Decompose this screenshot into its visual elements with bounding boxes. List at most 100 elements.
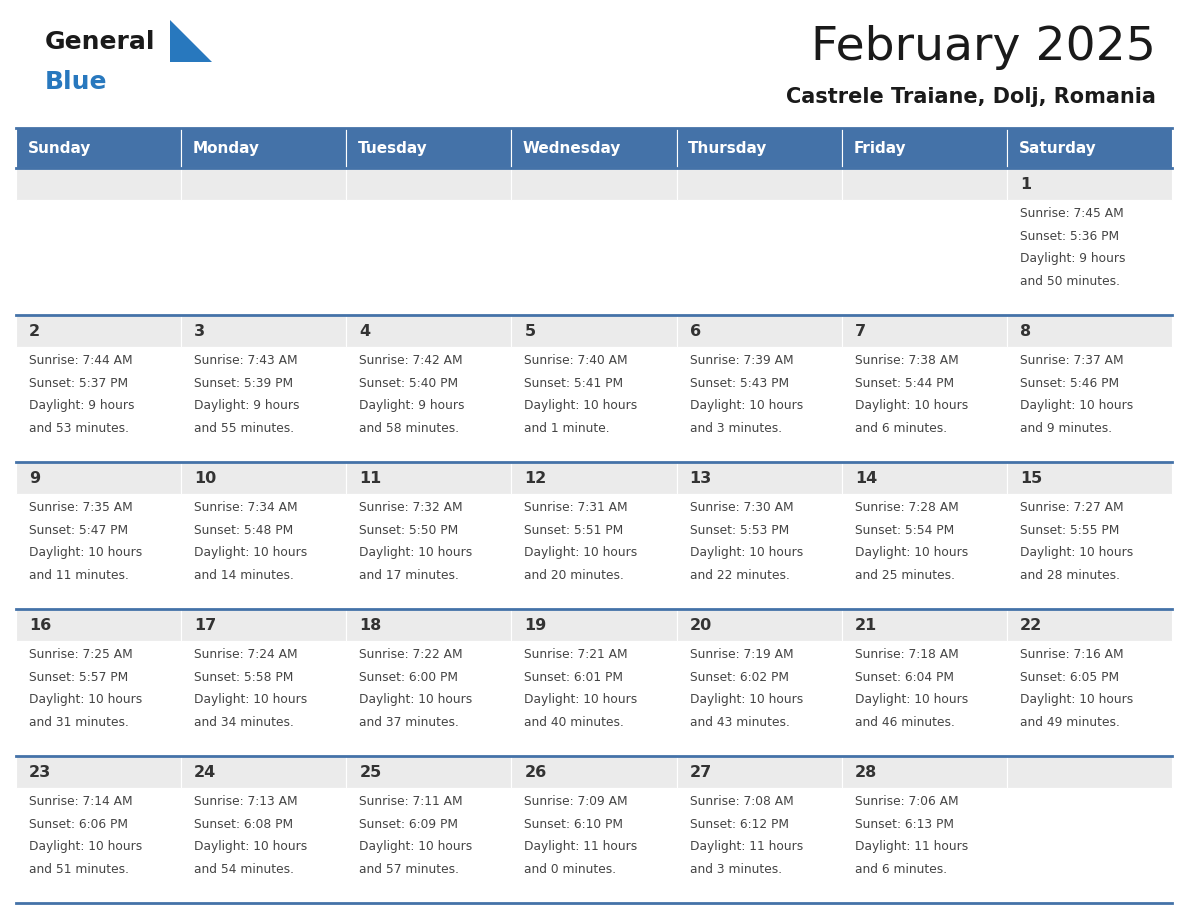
Bar [1007, 200, 1173, 315]
Bar [511, 789, 677, 903]
Text: Daylight: 10 hours: Daylight: 10 hours [854, 546, 968, 559]
Text: Sunset: 6:12 PM: Sunset: 6:12 PM [689, 818, 789, 831]
Bar [511, 642, 677, 756]
Text: Daylight: 10 hours: Daylight: 10 hours [689, 546, 803, 559]
Text: Sunday: Sunday [27, 140, 91, 155]
Bar [181, 756, 346, 789]
Bar [346, 315, 511, 347]
Bar [1007, 168, 1173, 200]
Text: February 2025: February 2025 [811, 25, 1156, 70]
Bar [181, 315, 346, 347]
Text: 23: 23 [29, 765, 51, 779]
Bar [15, 494, 181, 609]
Text: and 43 minutes.: and 43 minutes. [689, 716, 790, 729]
Text: Sunrise: 7:21 AM: Sunrise: 7:21 AM [524, 648, 628, 661]
Text: 2: 2 [29, 324, 40, 339]
Bar [677, 347, 842, 462]
Text: 21: 21 [854, 618, 877, 633]
Bar [842, 462, 1007, 494]
Bar [15, 347, 181, 462]
Bar [677, 789, 842, 903]
Bar [15, 642, 181, 756]
Text: Sunset: 6:01 PM: Sunset: 6:01 PM [524, 671, 624, 684]
Bar [181, 609, 346, 642]
Bar [677, 494, 842, 609]
Text: 17: 17 [194, 618, 216, 633]
Text: 10: 10 [194, 471, 216, 486]
Bar [15, 128, 181, 168]
Bar [15, 756, 181, 789]
Text: Sunrise: 7:27 AM: Sunrise: 7:27 AM [1019, 501, 1124, 514]
Text: 9: 9 [29, 471, 40, 486]
Bar [15, 200, 181, 315]
Bar [181, 789, 346, 903]
Text: Castrele Traiane, Dolj, Romania: Castrele Traiane, Dolj, Romania [786, 87, 1156, 107]
Text: and 53 minutes.: and 53 minutes. [29, 422, 129, 435]
Text: Sunset: 5:37 PM: Sunset: 5:37 PM [29, 377, 128, 390]
Text: 11: 11 [359, 471, 381, 486]
Text: Daylight: 9 hours: Daylight: 9 hours [29, 399, 134, 412]
Text: Sunrise: 7:39 AM: Sunrise: 7:39 AM [689, 354, 794, 367]
Text: Daylight: 10 hours: Daylight: 10 hours [689, 693, 803, 706]
Text: Sunrise: 7:34 AM: Sunrise: 7:34 AM [194, 501, 298, 514]
Text: Wednesday: Wednesday [523, 140, 621, 155]
Text: 5: 5 [524, 324, 536, 339]
Bar [346, 494, 511, 609]
Text: and 22 minutes.: and 22 minutes. [689, 569, 790, 582]
Text: and 11 minutes.: and 11 minutes. [29, 569, 128, 582]
Bar [181, 200, 346, 315]
Text: Daylight: 10 hours: Daylight: 10 hours [359, 693, 473, 706]
Bar [1007, 609, 1173, 642]
Bar [677, 609, 842, 642]
Text: and 34 minutes.: and 34 minutes. [194, 716, 293, 729]
Text: and 17 minutes.: and 17 minutes. [359, 569, 459, 582]
Text: Saturday: Saturday [1018, 140, 1097, 155]
Text: Daylight: 10 hours: Daylight: 10 hours [854, 399, 968, 412]
Bar [511, 168, 677, 200]
Text: Daylight: 10 hours: Daylight: 10 hours [29, 693, 143, 706]
Bar [677, 642, 842, 756]
Text: 3: 3 [194, 324, 206, 339]
Text: Sunset: 5:54 PM: Sunset: 5:54 PM [854, 524, 954, 537]
Bar [346, 462, 511, 494]
Text: Sunrise: 7:37 AM: Sunrise: 7:37 AM [1019, 354, 1124, 367]
Bar [511, 494, 677, 609]
Bar [346, 756, 511, 789]
Bar [1007, 315, 1173, 347]
Bar [677, 462, 842, 494]
Text: Sunset: 5:53 PM: Sunset: 5:53 PM [689, 524, 789, 537]
Text: Sunrise: 7:40 AM: Sunrise: 7:40 AM [524, 354, 628, 367]
Bar [842, 494, 1007, 609]
Bar [511, 315, 677, 347]
Text: Sunset: 5:44 PM: Sunset: 5:44 PM [854, 377, 954, 390]
Text: Sunrise: 7:22 AM: Sunrise: 7:22 AM [359, 648, 463, 661]
Text: Daylight: 10 hours: Daylight: 10 hours [359, 546, 473, 559]
Text: Sunset: 6:10 PM: Sunset: 6:10 PM [524, 818, 624, 831]
Bar [181, 642, 346, 756]
Text: Sunrise: 7:16 AM: Sunrise: 7:16 AM [1019, 648, 1124, 661]
Text: and 55 minutes.: and 55 minutes. [194, 422, 295, 435]
Text: and 46 minutes.: and 46 minutes. [854, 716, 955, 729]
Text: Sunset: 6:06 PM: Sunset: 6:06 PM [29, 818, 128, 831]
Bar [1007, 462, 1173, 494]
Bar [346, 200, 511, 315]
Text: Sunrise: 7:14 AM: Sunrise: 7:14 AM [29, 795, 133, 809]
Text: Sunrise: 7:08 AM: Sunrise: 7:08 AM [689, 795, 794, 809]
Text: Daylight: 10 hours: Daylight: 10 hours [1019, 546, 1133, 559]
Text: and 0 minutes.: and 0 minutes. [524, 863, 617, 876]
Text: 4: 4 [359, 324, 371, 339]
Bar [1007, 494, 1173, 609]
Text: Sunset: 5:50 PM: Sunset: 5:50 PM [359, 524, 459, 537]
Bar [511, 347, 677, 462]
Text: Sunset: 5:43 PM: Sunset: 5:43 PM [689, 377, 789, 390]
Text: Sunrise: 7:25 AM: Sunrise: 7:25 AM [29, 648, 133, 661]
Text: Sunrise: 7:35 AM: Sunrise: 7:35 AM [29, 501, 133, 514]
Text: Sunrise: 7:32 AM: Sunrise: 7:32 AM [359, 501, 463, 514]
Text: Daylight: 10 hours: Daylight: 10 hours [524, 546, 638, 559]
Bar [181, 347, 346, 462]
Bar [677, 756, 842, 789]
Text: Sunrise: 7:44 AM: Sunrise: 7:44 AM [29, 354, 133, 367]
Bar [842, 642, 1007, 756]
Text: Sunset: 6:13 PM: Sunset: 6:13 PM [854, 818, 954, 831]
Bar [1007, 789, 1173, 903]
